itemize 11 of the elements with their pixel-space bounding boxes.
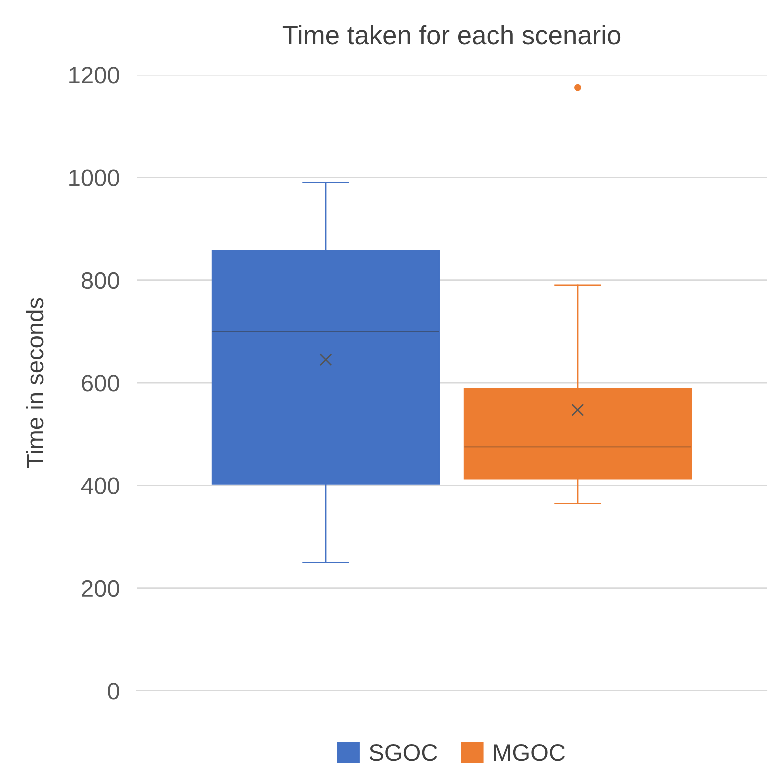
y-tick-label: 200 (82, 580, 120, 598)
y-tick-label: 800 (82, 272, 120, 290)
y-tick-label: 600 (82, 375, 120, 392)
y-tick-label: 0 (108, 683, 120, 700)
legend-label: SGOC (370, 744, 438, 762)
y-tick-label: 400 (81, 478, 120, 494)
chart-title: Time taken for each scenario (282, 25, 621, 45)
y-axis-title: Time in seconds (26, 298, 44, 468)
legend-label: MGOC (494, 744, 566, 762)
y-tick-label: 1200 (70, 67, 120, 84)
y-tick-label: 1000 (70, 170, 120, 186)
